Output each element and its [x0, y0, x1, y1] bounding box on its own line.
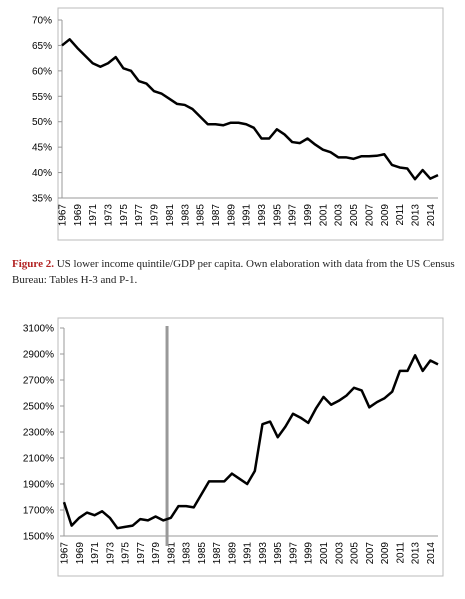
chart-frame	[57, 7, 444, 241]
x-tick-label: 2011	[395, 542, 406, 564]
x-tick-label: 2007	[365, 542, 376, 565]
x-tick-label: 1999	[303, 204, 314, 227]
x-tick-label: 1987	[211, 204, 222, 227]
x-tick-label: 1993	[258, 542, 269, 565]
y-tick-label: 2500%	[23, 402, 54, 413]
x-tick-label: 1969	[73, 204, 84, 227]
x-tick-label: 2014	[426, 542, 437, 565]
y-tick-label: 2300%	[23, 428, 54, 439]
y-tick-label: 40%	[32, 168, 52, 179]
y-tick-label: 35%	[32, 194, 52, 205]
x-tick-label: 2003	[334, 542, 345, 565]
data-line	[61, 38, 439, 181]
chart-frame	[57, 317, 444, 577]
x-tick-label: 1989	[227, 542, 238, 565]
x-tick-label: 2001	[318, 204, 329, 227]
caption-label: Figure 2.	[12, 258, 54, 270]
x-tick-label: 1985	[197, 542, 208, 565]
x-tick-label: 1981	[165, 204, 176, 227]
x-tick-label: 2009	[380, 542, 391, 565]
x-tick-label: 1983	[182, 542, 193, 565]
x-tick-label: 1977	[134, 204, 145, 227]
x-tick-label: 1999	[304, 542, 315, 565]
x-tick-label: 1967	[58, 204, 69, 227]
x-tick-label: 1995	[273, 542, 284, 565]
x-tick-label: 1971	[90, 542, 101, 565]
y-tick-label: 60%	[32, 66, 52, 77]
x-tick-label: 1969	[75, 542, 86, 565]
x-tick-label: 2013	[411, 542, 422, 565]
x-tick-label: 1989	[226, 204, 237, 227]
x-tick-label: 1995	[272, 204, 283, 227]
y-tick-label: 55%	[32, 92, 52, 103]
x-tick-label: 1985	[196, 204, 207, 227]
caption-text: US lower income quintile/GDP per capita.…	[12, 258, 455, 286]
y-tick-label: 1900%	[23, 480, 54, 491]
x-tick-label: 1987	[212, 542, 223, 565]
x-tick-label: 2005	[349, 204, 360, 227]
x-tick-label: 1975	[121, 542, 132, 565]
y-tick-label: 50%	[32, 117, 52, 128]
x-tick-label: 1997	[288, 542, 299, 565]
y-tick-label: 1500%	[23, 532, 54, 543]
y-tick-label: 2900%	[23, 350, 54, 361]
x-tick-label: 1975	[119, 204, 130, 227]
x-tick-label: 1979	[151, 542, 162, 565]
x-tick-label: 1981	[166, 542, 177, 565]
x-tick-label: 2005	[350, 542, 361, 565]
x-tick-label: 2013	[410, 204, 421, 227]
x-tick-label: 2001	[319, 542, 330, 565]
y-tick-label: 2700%	[23, 376, 54, 387]
y-tick-label: 70%	[32, 16, 52, 27]
y-tick-label: 65%	[32, 41, 52, 52]
x-tick-label: 2011	[395, 204, 406, 226]
x-tick-label: 1977	[136, 542, 147, 565]
x-tick-label: 1993	[257, 204, 268, 227]
x-tick-label: 2009	[380, 204, 391, 227]
x-tick-label: 1971	[88, 204, 99, 227]
y-tick-label: 3100%	[23, 324, 54, 335]
figure-caption: Figure 2. US lower income quintile/GDP p…	[12, 256, 457, 288]
x-tick-label: 1973	[105, 542, 116, 565]
x-tick-label: 1983	[180, 204, 191, 227]
data-line	[62, 354, 439, 530]
x-tick-label: 2007	[364, 204, 375, 227]
x-tick-label: 2003	[334, 204, 345, 227]
x-tick-label: 1967	[60, 542, 71, 565]
y-tick-label: 45%	[32, 143, 52, 154]
y-tick-label: 1700%	[23, 506, 54, 517]
x-tick-label: 1991	[243, 542, 254, 565]
x-tick-label: 1997	[288, 204, 299, 227]
x-tick-label: 1991	[242, 204, 253, 227]
x-tick-label: 1973	[104, 204, 115, 227]
y-tick-label: 2100%	[23, 454, 54, 465]
x-tick-label: 2014	[426, 204, 437, 227]
x-tick-label: 1979	[150, 204, 161, 227]
